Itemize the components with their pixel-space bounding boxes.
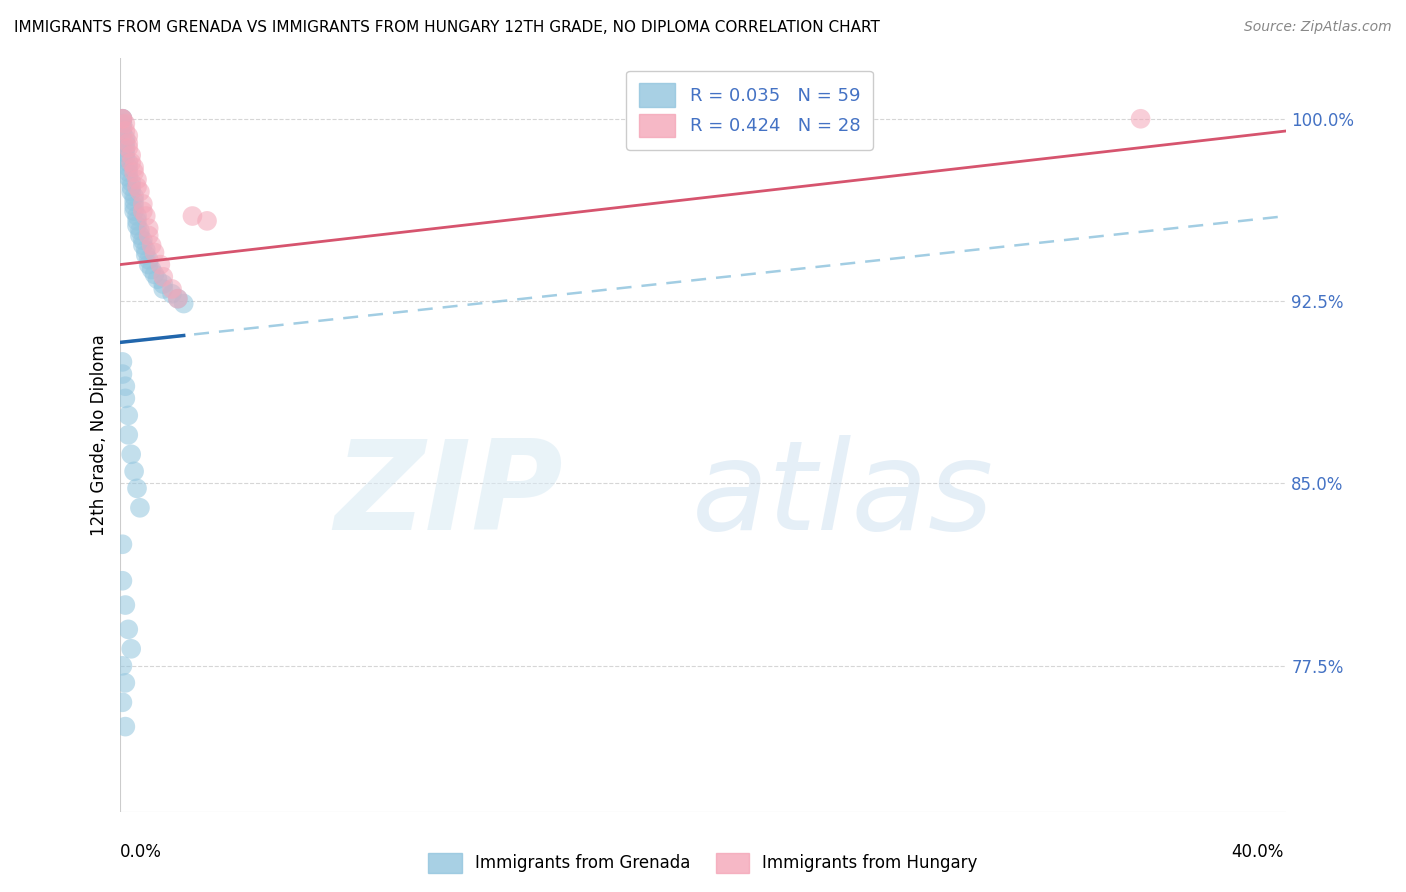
Point: [125, 214, 148, 228]
Point: [117, 165, 139, 179]
Point: [138, 221, 160, 235]
Point: [143, 268, 166, 282]
Text: ZIP: ZIP: [335, 434, 562, 556]
Point: [117, 170, 139, 185]
Point: [120, 447, 142, 461]
Point: [111, 112, 134, 126]
Point: [122, 199, 145, 213]
Point: [117, 128, 139, 143]
Legend: Immigrants from Grenada, Immigrants from Hungary: Immigrants from Grenada, Immigrants from…: [422, 847, 984, 880]
Point: [143, 245, 166, 260]
Point: [117, 136, 139, 150]
Point: [114, 136, 136, 150]
Text: 40.0%: 40.0%: [1232, 843, 1284, 861]
Point: [117, 141, 139, 155]
Point: [122, 464, 145, 478]
Point: [114, 124, 136, 138]
Point: [129, 224, 152, 238]
Point: [125, 172, 148, 186]
Point: [166, 292, 188, 306]
Point: [152, 282, 174, 296]
Point: [152, 269, 174, 284]
Text: Source: ZipAtlas.com: Source: ZipAtlas.com: [1244, 20, 1392, 34]
Point: [135, 248, 157, 262]
Point: [138, 252, 160, 267]
Point: [173, 296, 195, 310]
Point: [111, 695, 134, 709]
Point: [114, 379, 136, 393]
Point: [122, 161, 145, 175]
Point: [160, 282, 183, 296]
Point: [120, 148, 142, 162]
Point: [195, 214, 218, 228]
Point: [149, 258, 172, 272]
Point: [114, 151, 136, 165]
Point: [114, 141, 136, 155]
Point: [111, 574, 134, 588]
Point: [132, 238, 155, 252]
Point: [129, 228, 152, 243]
Point: [114, 676, 136, 690]
Y-axis label: 12th Grade, No Diploma: 12th Grade, No Diploma: [90, 334, 108, 536]
Point: [111, 367, 134, 381]
Text: 0.0%: 0.0%: [120, 843, 162, 861]
Point: [122, 165, 145, 179]
Point: [114, 598, 136, 612]
Point: [111, 658, 134, 673]
Point: [132, 204, 155, 219]
Point: [114, 392, 136, 406]
Point: [152, 277, 174, 291]
Point: [138, 228, 160, 243]
Text: IMMIGRANTS FROM GRENADA VS IMMIGRANTS FROM HUNGARY 12TH GRADE, NO DIPLOMA CORREL: IMMIGRANTS FROM GRENADA VS IMMIGRANTS FR…: [14, 20, 880, 35]
Point: [120, 179, 142, 194]
Legend: R = 0.035   N = 59, R = 0.424   N = 28: R = 0.035 N = 59, R = 0.424 N = 28: [627, 70, 873, 150]
Point: [125, 209, 148, 223]
Point: [117, 155, 139, 169]
Point: [181, 209, 204, 223]
Point: [111, 537, 134, 551]
Point: [166, 292, 188, 306]
Point: [114, 145, 136, 160]
Point: [120, 185, 142, 199]
Point: [111, 355, 134, 369]
Point: [120, 175, 142, 189]
Point: [1129, 112, 1152, 126]
Point: [114, 117, 136, 131]
Point: [120, 641, 142, 656]
Point: [129, 185, 152, 199]
Point: [122, 194, 145, 209]
Point: [111, 112, 134, 126]
Point: [135, 209, 157, 223]
Point: [111, 117, 134, 131]
Point: [117, 409, 139, 423]
Point: [132, 233, 155, 247]
Point: [111, 121, 134, 136]
Point: [111, 112, 134, 126]
Point: [111, 112, 134, 126]
Point: [146, 272, 169, 286]
Point: [129, 500, 152, 515]
Point: [160, 286, 183, 301]
Point: [138, 258, 160, 272]
Point: [114, 720, 136, 734]
Point: [122, 189, 145, 203]
Point: [125, 179, 148, 194]
Point: [117, 427, 139, 442]
Point: [111, 126, 134, 140]
Text: atlas: atlas: [692, 434, 994, 556]
Point: [141, 238, 163, 252]
Point: [114, 131, 136, 145]
Point: [135, 243, 157, 257]
Point: [141, 262, 163, 277]
Point: [125, 481, 148, 495]
Point: [117, 623, 139, 637]
Point: [125, 219, 148, 233]
Point: [117, 161, 139, 175]
Point: [120, 155, 142, 169]
Point: [132, 197, 155, 211]
Point: [122, 204, 145, 219]
